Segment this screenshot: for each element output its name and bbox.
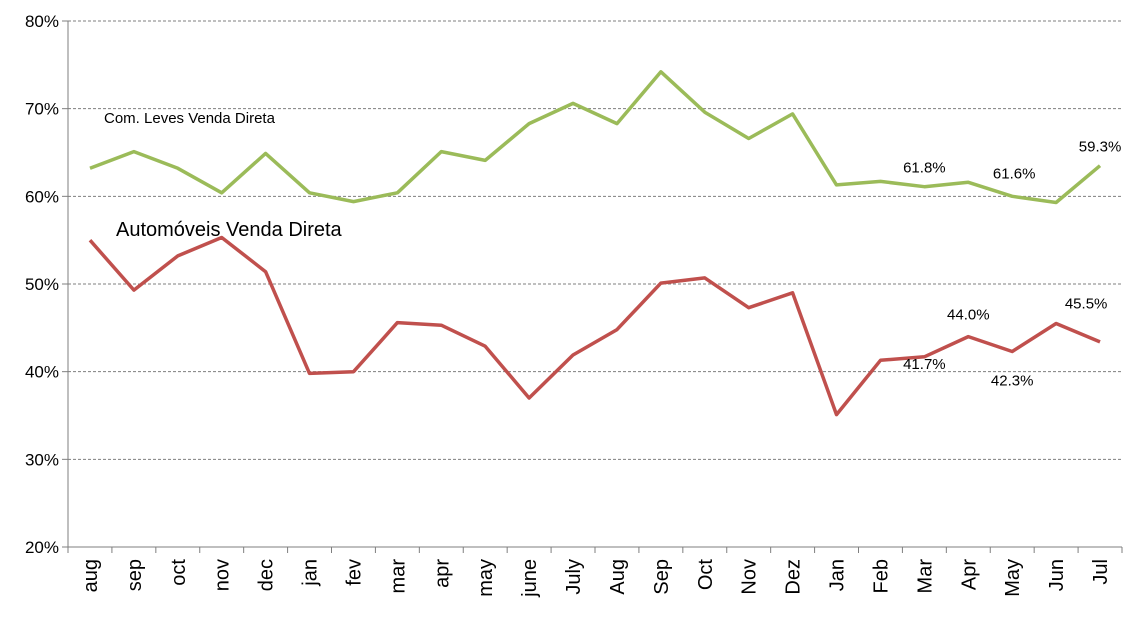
series-label-com-leves: Com. Leves Venda Direta <box>104 110 276 127</box>
y-tick-label: 20% <box>25 538 59 557</box>
x-tick-label: Oct <box>695 559 717 591</box>
y-tick-label: 60% <box>25 187 59 206</box>
data-label: 59.3% <box>1079 139 1122 156</box>
y-tick-label: 70% <box>25 100 59 119</box>
x-tick-label: Aug <box>607 559 629 595</box>
x-tick-label: may <box>475 559 497 597</box>
x-tick-label: May <box>1002 559 1024 597</box>
gridlines <box>68 20 1122 460</box>
data-label: 41.7% <box>903 356 946 373</box>
series-labels: Com. Leves Venda Direta Automóveis Venda… <box>104 110 343 241</box>
x-tick-label: dec <box>256 559 278 591</box>
x-tick-label: fev <box>343 559 365 586</box>
x-tick-label: Jan <box>827 559 849 591</box>
x-tick-label: mar <box>387 559 409 594</box>
x-axis-tick-labels: aug sep oct nov dec jan fev mar apr may june July Au… <box>80 559 1112 598</box>
data-label: 61.6% <box>993 165 1036 182</box>
x-tick-label: Feb <box>870 559 892 593</box>
x-tick-label: Jul <box>1090 559 1112 585</box>
axes <box>62 20 1123 553</box>
data-labels: 61.8% 61.6% 59.3% 41.7% 44.0% 42.3% 45.5% <box>903 139 1121 390</box>
y-tick-label: 80% <box>25 12 59 31</box>
x-tick-label: Jun <box>1046 559 1068 591</box>
series-line-com-leves <box>89 70 1102 205</box>
data-label: 45.5% <box>1065 295 1108 312</box>
x-tick-label: July <box>563 559 585 595</box>
y-tick-label: 30% <box>25 450 59 469</box>
series-label-automoveis: Automóveis Venda Direta <box>116 219 343 241</box>
x-tick-label: nov <box>212 559 234 591</box>
series-lines <box>88 70 1102 417</box>
x-tick-label: Nov <box>739 559 761 595</box>
data-label: 44.0% <box>947 307 990 324</box>
x-tick-label: Dez <box>783 559 805 595</box>
x-tick-label: oct <box>168 559 190 586</box>
x-tick-label: apr <box>431 559 453 588</box>
y-tick-label: 40% <box>25 363 59 382</box>
x-tick-label: aug <box>80 559 102 592</box>
x-tick-label: Sep <box>651 559 673 595</box>
data-label: 61.8% <box>903 160 946 177</box>
x-tick-label: june <box>519 559 541 598</box>
x-tick-label: Apr <box>958 559 980 590</box>
series-line-automoveis <box>88 235 1101 417</box>
y-axis-tick-labels: 20% 30% 40% 50% 60% 70% 80% <box>25 12 59 557</box>
x-tick-label: Mar <box>914 559 936 594</box>
data-label: 42.3% <box>991 373 1034 390</box>
y-tick-label: 50% <box>25 275 59 294</box>
x-tick-label: sep <box>124 559 146 591</box>
x-tick-label: jan <box>300 559 322 587</box>
